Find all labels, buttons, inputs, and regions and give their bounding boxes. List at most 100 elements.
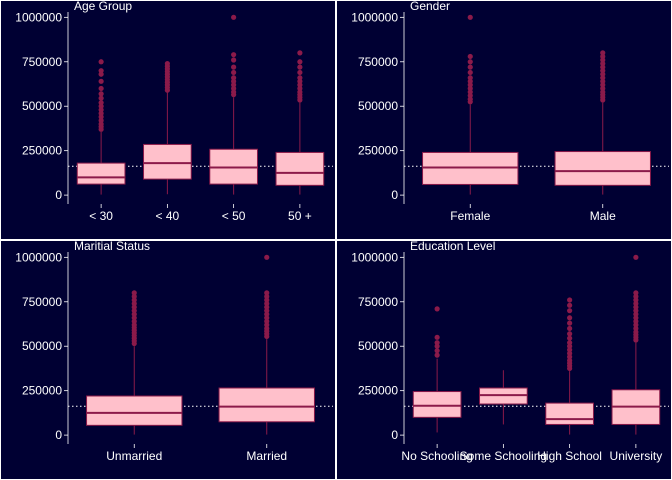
x-tick-label: Unmarried: [106, 449, 162, 463]
y-tick-label: 250000: [358, 384, 398, 398]
panel-title: Maritial Status: [74, 239, 150, 253]
outlier-point: [600, 82, 606, 88]
panel-3: Maritial Status 0 250000 500000 750000 100000…: [0, 239, 336, 480]
outlier-point: [131, 322, 137, 328]
x-tick-label: Female: [450, 209, 490, 223]
outlier-point: [567, 308, 573, 314]
outlier-point: [467, 92, 473, 99]
outlier-point: [467, 69, 473, 76]
outlier-point: [567, 340, 573, 346]
outlier-point: [600, 64, 606, 70]
outlier-point: [567, 302, 573, 308]
outlier-point: [231, 57, 237, 63]
outlier-point: [434, 343, 440, 349]
panel-title: Gender: [410, 0, 450, 13]
outlier-point: [467, 64, 473, 70]
outlier-point: [98, 103, 104, 109]
y-tick-label: 0: [391, 428, 398, 442]
box-1: Unmarried: [86, 290, 183, 463]
outlier-point: [264, 311, 270, 317]
y-tick-label: 750000: [358, 295, 398, 309]
outlier-point: [467, 53, 473, 60]
y-tick-label: 1000000: [15, 250, 62, 264]
outlier-point: [633, 308, 639, 314]
outlier-point: [467, 82, 473, 88]
outlier-point: [264, 325, 270, 332]
x-tick-label: < 40: [156, 209, 180, 223]
box-iqr: [545, 402, 594, 425]
outlier-point: [231, 69, 237, 76]
outlier-point: [600, 78, 606, 84]
outlier-point: [297, 78, 303, 84]
outlier-point: [633, 318, 639, 324]
box-iqr: [412, 391, 462, 418]
y-tick-label: 1000000: [15, 10, 62, 24]
y-tick-label: 500000: [358, 339, 398, 353]
outlier-point: [297, 89, 303, 95]
outlier-point: [600, 57, 606, 63]
outlier-point: [98, 110, 104, 116]
outlier-point: [600, 85, 606, 92]
outlier-point: [567, 354, 573, 360]
outlier-point: [131, 293, 137, 300]
outlier-point: [297, 50, 303, 56]
outlier-point: [264, 290, 270, 296]
outlier-point: [231, 89, 237, 95]
x-tick-label: High School: [537, 449, 602, 463]
outlier-point: [297, 64, 303, 70]
x-tick-label: < 30: [89, 209, 113, 223]
box-2: Male: [554, 50, 651, 223]
outlier-point: [264, 322, 270, 328]
box-3: High School: [537, 297, 602, 463]
outlier-point: [633, 325, 639, 332]
box-1: No Schooling: [401, 306, 473, 463]
outlier-point: [98, 78, 104, 84]
outlier-point: [131, 300, 137, 307]
outlier-point: [600, 50, 606, 56]
outlier-point: [131, 304, 137, 310]
panel-title: Age Group: [74, 0, 132, 13]
outlier-point: [567, 320, 573, 326]
outlier-point: [600, 68, 606, 74]
box-3: < 50: [209, 14, 258, 223]
y-tick-label: 500000: [22, 339, 62, 353]
outlier-point: [633, 290, 639, 296]
outlier-point: [98, 117, 104, 124]
outlier-point: [98, 107, 104, 113]
outlier-point: [98, 114, 104, 120]
outlier-point: [467, 85, 473, 92]
outlier-point: [633, 329, 639, 335]
y-tick-label: 750000: [358, 55, 398, 69]
box-iqr: [275, 151, 325, 186]
outlier-point: [297, 85, 303, 92]
y-tick-label: 750000: [22, 295, 62, 309]
outlier-point: [231, 85, 237, 92]
outlier-point: [231, 82, 237, 88]
outlier-point: [467, 89, 473, 95]
box-iqr: [86, 395, 183, 426]
outlier-point: [98, 100, 104, 106]
outlier-point: [434, 352, 440, 358]
outlier-point: [231, 52, 237, 58]
outlier-point: [297, 59, 303, 65]
box-1: Female: [422, 14, 519, 223]
outlier-point: [567, 315, 573, 321]
y-tick-label: 1000000: [351, 250, 398, 264]
outlier-point: [467, 96, 473, 102]
x-tick-label: < 50: [222, 209, 246, 223]
x-tick-label: Male: [590, 209, 616, 223]
outlier-point: [567, 347, 573, 353]
outlier-point: [264, 293, 270, 300]
x-tick-label: Married: [246, 449, 287, 463]
outlier-point: [164, 60, 170, 67]
box-4: University: [610, 254, 663, 463]
y-tick-label: 0: [391, 188, 398, 202]
x-tick-label: University: [610, 449, 663, 463]
outlier-point: [567, 343, 573, 349]
box-2: < 40: [143, 60, 192, 223]
outlier-point: [467, 59, 473, 65]
outlier-point: [600, 71, 606, 77]
outlier-point: [264, 254, 270, 260]
outlier-point: [231, 14, 237, 20]
